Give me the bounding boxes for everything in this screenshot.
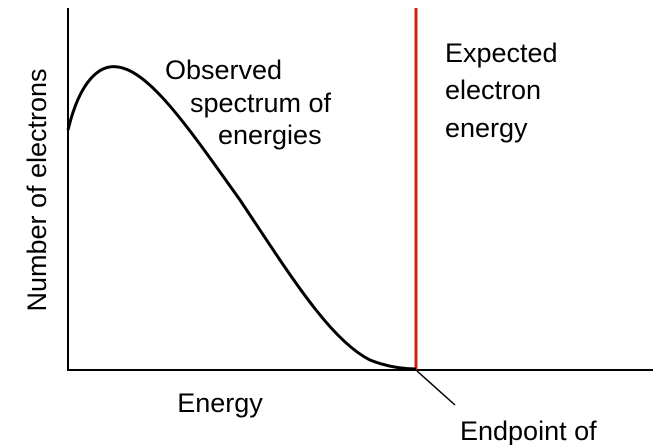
endpoint-label: Endpoint of xyxy=(460,416,597,445)
x-axis-label: Energy xyxy=(177,388,263,418)
line-label: electron xyxy=(445,75,541,105)
line-label: Expected xyxy=(445,38,558,68)
spectrum-curve xyxy=(66,65,417,371)
curve-label: energies xyxy=(218,120,322,150)
y-axis-label: Number of electrons xyxy=(22,68,52,311)
leader-line xyxy=(416,370,456,406)
curve-label: spectrum of xyxy=(190,88,332,118)
curve-label: Observed xyxy=(165,55,282,85)
line-label: energy xyxy=(445,113,528,143)
